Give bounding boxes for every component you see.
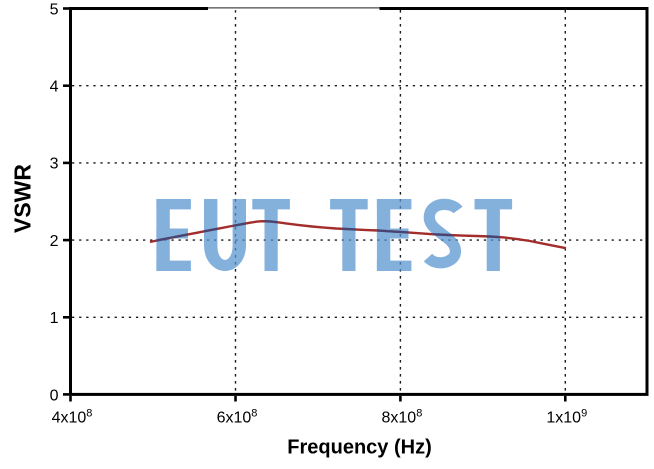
svg-text:1x109: 1x109: [546, 408, 587, 427]
svg-text:4: 4: [50, 79, 59, 96]
svg-text:VSWR: VSWR: [10, 164, 36, 233]
svg-text:5: 5: [50, 1, 59, 18]
svg-text:3: 3: [50, 156, 59, 173]
svg-text:Frequency (Hz): Frequency (Hz): [287, 437, 431, 459]
svg-text:2: 2: [50, 233, 59, 250]
svg-text:0: 0: [50, 387, 59, 404]
svg-text:6x108: 6x108: [217, 408, 258, 427]
svg-text:4x108: 4x108: [52, 408, 93, 427]
svg-text:1: 1: [50, 310, 59, 327]
svg-text:8x108: 8x108: [381, 408, 422, 427]
